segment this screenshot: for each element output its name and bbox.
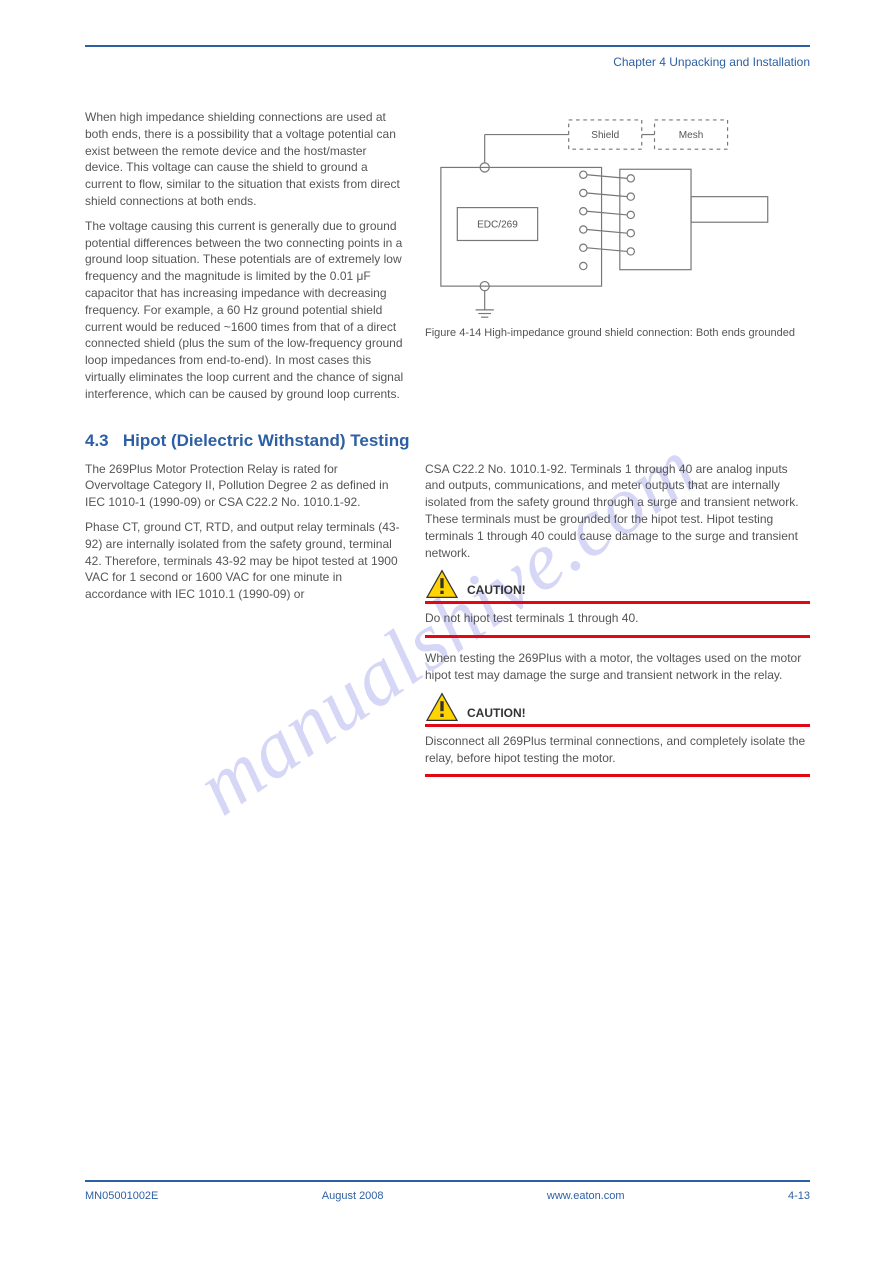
bottom-rule [85, 1180, 810, 1182]
footer-site: www.eaton.com [547, 1190, 625, 1202]
lower-row: The 269Plus Motor Protection Relay is ra… [85, 461, 810, 790]
left-column-lower: The 269Plus Motor Protection Relay is ra… [85, 461, 425, 611]
right-column-diagram: Shield Mesh EDC/269 Figure 4-14 High-imped… [425, 109, 810, 339]
footer-docref: MN05001002E [85, 1190, 158, 1202]
page-body: Chapter 4 Unpacking and Installation Whe… [85, 45, 810, 799]
left-column-upper: When high impedance shielding connection… [85, 109, 425, 411]
caution-1-text: Do not hipot test terminals 1 through 40… [425, 610, 810, 627]
warning-icon [425, 692, 459, 722]
section-title: Hipot (Dielectric Withstand) Testing [123, 431, 410, 450]
caution-1-rule-top [425, 601, 810, 604]
footer: MN05001002E August 2008 www.eaton.com 4-… [85, 1190, 810, 1202]
svg-text:EDC/269: EDC/269 [477, 220, 518, 231]
footer-page: 4-13 [788, 1190, 810, 1202]
top-rule [85, 45, 810, 47]
figure-caption: Figure 4-14 High-impedance ground shield… [425, 327, 810, 339]
caution-1-header: CAUTION! [425, 569, 810, 599]
caution-2-rule-bottom [425, 774, 810, 777]
footer-date: August 2008 [322, 1190, 384, 1202]
shield-diagram: Shield Mesh EDC/269 [425, 109, 790, 319]
caution-2-text: Disconnect all 269Plus terminal connecti… [425, 733, 810, 767]
para-impedance-1: When high impedance shielding connection… [85, 109, 405, 210]
para-43-1: The 269Plus Motor Protection Relay is ra… [85, 461, 405, 511]
caution-2-header: CAUTION! [425, 692, 810, 722]
caution-2-label: CAUTION! [467, 706, 526, 722]
content-area: When high impedance shielding connection… [85, 109, 810, 789]
chapter-heading: Chapter 4 Unpacking and Installation [85, 55, 810, 69]
warning-icon [425, 569, 459, 599]
diagram-svg: Shield Mesh EDC/269 [425, 109, 790, 319]
para-43-2: Phase CT, ground CT, RTD, and output rel… [85, 519, 405, 603]
caution-1: CAUTION! Do not hipot test terminals 1 t… [425, 569, 810, 638]
svg-text:Mesh: Mesh [679, 130, 704, 141]
caution-2: CAUTION! Disconnect all 269Plus terminal… [425, 692, 810, 778]
caution-1-label: CAUTION! [467, 583, 526, 599]
para-43-3: When testing the 269Plus with a motor, t… [425, 650, 810, 684]
caution-1-rule-bottom [425, 635, 810, 638]
caution-2-rule-top [425, 724, 810, 727]
right-column-lower: CSA C22.2 No. 1010.1-92. Terminals 1 thr… [425, 461, 810, 790]
svg-text:Shield: Shield [591, 130, 619, 141]
para-43-right: CSA C22.2 No. 1010.1-92. Terminals 1 thr… [425, 461, 810, 562]
section-4-3-heading: 4.3 Hipot (Dielectric Withstand) Testing [85, 431, 810, 451]
upper-row: When high impedance shielding connection… [85, 109, 810, 411]
section-number: 4.3 [85, 431, 109, 450]
para-impedance-2: The voltage causing this current is gene… [85, 218, 405, 403]
